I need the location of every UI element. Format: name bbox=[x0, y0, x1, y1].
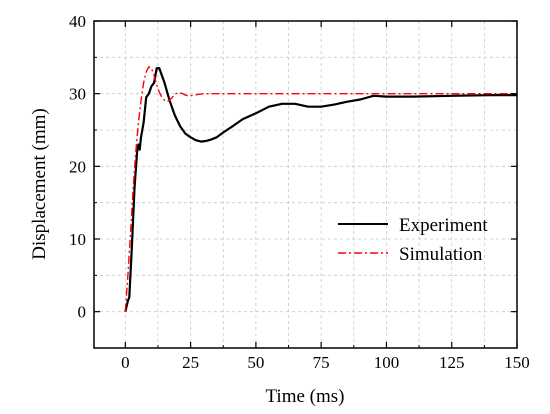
y-axis-title: Displacement (mm) bbox=[29, 108, 50, 259]
axis-ticks bbox=[94, 20, 518, 349]
y-tick-label: 20 bbox=[69, 157, 86, 176]
plot-frame bbox=[93, 20, 518, 349]
y-tick-label: 0 bbox=[78, 303, 87, 322]
x-tick-label: 150 bbox=[504, 353, 530, 372]
x-tick-label: 25 bbox=[182, 353, 199, 372]
y-tick-label: 30 bbox=[69, 85, 86, 104]
legend-label-simulation: Simulation bbox=[399, 244, 483, 265]
x-axis-title: Time (ms) bbox=[265, 386, 344, 407]
series-line-simulation bbox=[124, 66, 517, 312]
y-tick-label: 40 bbox=[69, 12, 86, 31]
series-line-experiment bbox=[124, 67, 517, 312]
series-group bbox=[124, 66, 517, 312]
y-tick-label: 10 bbox=[69, 230, 86, 249]
tick-labels: 0 25 50 75 100 125 150 0 10 20 30 40 bbox=[69, 12, 530, 372]
x-tick-label: 125 bbox=[439, 353, 465, 372]
legend-label-experiment: Experiment bbox=[399, 215, 488, 236]
x-tick-label: 75 bbox=[313, 353, 330, 372]
x-tick-label: 0 bbox=[121, 353, 130, 372]
legend: Experiment Simulation bbox=[338, 215, 488, 265]
x-tick-label: 50 bbox=[247, 353, 264, 372]
x-tick-label: 100 bbox=[374, 353, 400, 372]
